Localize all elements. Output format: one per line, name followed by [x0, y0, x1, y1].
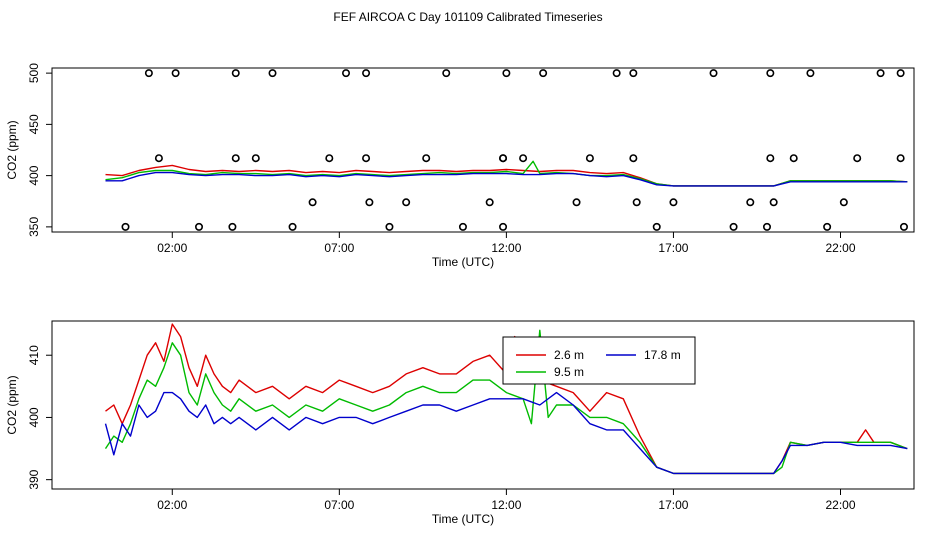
data-marker: [823, 222, 832, 231]
legend: 2.6 m 9.5 m 17.8 m: [502, 336, 696, 385]
legend-box: [502, 336, 696, 385]
data-marker: [251, 154, 260, 163]
data-marker: [766, 154, 775, 163]
y-axis-label: CO2 (ppm): [5, 120, 19, 179]
data-marker: [629, 154, 638, 163]
data-marker: [539, 69, 548, 78]
x-tick-label: 22:00: [825, 241, 855, 255]
data-marker: [121, 222, 130, 231]
data-marker: [632, 198, 641, 207]
plot-frame: [51, 67, 915, 233]
chart-title: FEF AIRCOA C Day 101109 Calibrated Times…: [333, 10, 602, 24]
x-tick-label: 17:00: [658, 241, 688, 255]
y-tick-label: 450: [27, 114, 41, 134]
legend-label: 9.5 m: [554, 365, 584, 379]
y-tick-label: 350: [27, 217, 41, 237]
data-marker: [288, 222, 297, 231]
data-marker: [876, 69, 885, 78]
x-axis-label: Time (UTC): [432, 255, 494, 269]
data-marker: [585, 154, 594, 163]
data-marker: [499, 222, 508, 231]
x-tick-label: 02:00: [157, 241, 187, 255]
data-marker: [896, 69, 905, 78]
data-marker: [422, 154, 431, 163]
data-marker: [325, 154, 334, 163]
data-marker: [144, 69, 153, 78]
data-marker: [342, 69, 351, 78]
data-marker: [766, 69, 775, 78]
data-marker: [365, 198, 374, 207]
data-marker: [853, 154, 862, 163]
data-marker: [789, 154, 798, 163]
y-tick-label: 400: [27, 407, 41, 427]
legend-label: 2.6 m: [554, 348, 584, 362]
x-tick-label: 07:00: [324, 498, 354, 512]
plot-frame: [51, 320, 915, 490]
data-marker: [669, 198, 678, 207]
y-tick-label: 400: [27, 165, 41, 185]
x-tick-label: 12:00: [491, 241, 521, 255]
data-marker: [612, 69, 621, 78]
data-marker: [268, 69, 277, 78]
series-line-17-8-m: [105, 171, 908, 187]
y-tick-label: 410: [27, 345, 41, 365]
data-marker: [572, 198, 581, 207]
data-marker: [171, 69, 180, 78]
y-tick-label: 500: [27, 63, 41, 83]
data-marker: [519, 154, 528, 163]
panel-bottom: 02:00 07:00 12:00 17:00 22:00 390 400 410 Time (…: [5, 320, 915, 526]
data-marker: [629, 69, 638, 78]
data-marker: [458, 222, 467, 231]
data-marker: [154, 154, 163, 163]
data-marker: [652, 222, 661, 231]
x-tick-label: 02:00: [157, 498, 187, 512]
data-marker: [385, 222, 394, 231]
data-marker: [502, 69, 511, 78]
data-marker: [729, 222, 738, 231]
panel-top: 02:00 07:00 12:00 17:00 22:00 350 400 450 500 Tim…: [5, 63, 915, 269]
x-tick-label: 07:00: [324, 241, 354, 255]
data-marker: [231, 69, 240, 78]
legend-label: 17.8 m: [644, 348, 681, 362]
y-axis-label: CO2 (ppm): [5, 375, 19, 434]
data-marker: [485, 198, 494, 207]
data-marker: [195, 222, 204, 231]
x-tick-label: 17:00: [658, 498, 688, 512]
data-marker: [839, 198, 848, 207]
x-axis-label: Time (UTC): [432, 512, 494, 526]
data-marker: [442, 69, 451, 78]
data-marker: [308, 198, 317, 207]
data-marker: [709, 69, 718, 78]
x-tick-label: 12:00: [491, 498, 521, 512]
data-marker: [402, 198, 411, 207]
data-marker: [746, 198, 755, 207]
data-marker: [806, 69, 815, 78]
data-marker: [499, 154, 508, 163]
series-line-17-8-m: [104, 391, 908, 475]
data-marker: [231, 154, 240, 163]
data-marker: [228, 222, 237, 231]
x-tick-label: 22:00: [825, 498, 855, 512]
y-tick-label: 390: [27, 469, 41, 489]
data-marker: [899, 222, 908, 231]
data-marker: [896, 154, 905, 163]
data-marker: [362, 69, 371, 78]
data-marker: [762, 222, 771, 231]
data-marker: [769, 198, 778, 207]
data-marker: [362, 154, 371, 163]
